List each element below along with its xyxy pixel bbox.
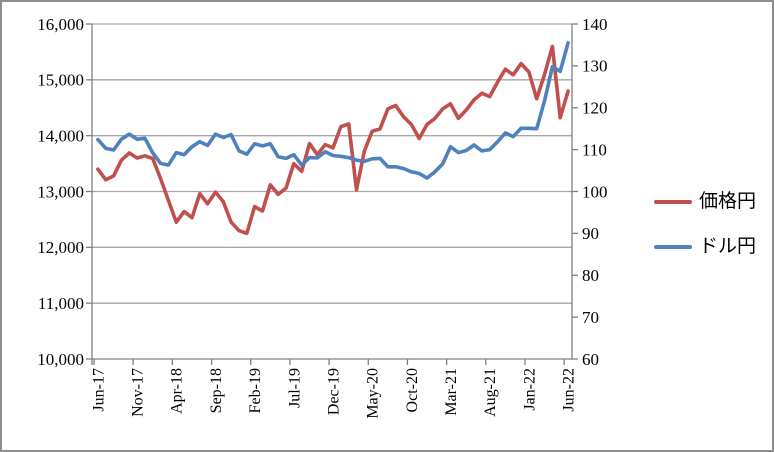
- legend-label-price: 価格円: [699, 191, 757, 212]
- left-axis-tick-label: 16,000: [37, 15, 84, 34]
- x-axis-tick-label: Jul-19: [286, 368, 303, 408]
- right-axis-tick-label: 90: [582, 224, 599, 243]
- x-axis-tick-label: Mar-21: [443, 368, 460, 416]
- right-axis-tick-label: 140: [582, 15, 608, 34]
- x-axis-tick-label: Feb-19: [247, 368, 264, 413]
- right-axis-tick-label: 120: [582, 99, 608, 118]
- right-axis-tick-label: 60: [582, 350, 599, 369]
- price-yen-line: [96, 44, 570, 236]
- right-axis-tick-label: 70: [582, 308, 599, 327]
- x-axis-tick-label: Oct-20: [404, 368, 421, 412]
- left-axis-tick-label: 14,000: [37, 126, 84, 145]
- usdjpy-line: [96, 40, 570, 180]
- left-axis-tick-label: 12,000: [37, 238, 84, 257]
- left-axis-labels: 16,000 15,000 14,000 13,000 12,000 11,000 10,0…: [37, 15, 84, 369]
- x-axis-tick-label: Nov-17: [130, 368, 147, 417]
- right-axis-tick-label: 130: [582, 57, 608, 76]
- x-axis-tick-label: Jun-22: [561, 368, 578, 412]
- left-axis-tick-label: 15,000: [37, 71, 84, 90]
- left-axis-tick-label: 13,000: [37, 182, 84, 201]
- x-axis-tick-label: Apr-18: [169, 368, 186, 414]
- x-axis-labels: Jun-17 Nov-17 Apr-18 Sep-18 Feb-19 Jul-19 Dec-…: [90, 368, 577, 419]
- gridlines: [92, 23, 572, 304]
- right-axis-tick-label: 80: [582, 266, 599, 285]
- x-axis-tick-label: Dec-19: [325, 368, 342, 415]
- left-axis-tick-label: 10,000: [37, 350, 84, 369]
- x-axis-tick-label: May-20: [365, 368, 382, 419]
- x-axis-tick-label: Sep-18: [208, 368, 225, 413]
- right-axis-tick-label: 100: [582, 182, 608, 201]
- x-axis-tick-label: Aug-21: [482, 368, 499, 417]
- usdjpy-line-swatch: [654, 244, 692, 249]
- left-axis-tick-label: 11,000: [38, 294, 84, 313]
- price-line-swatch: [654, 199, 692, 204]
- x-axis-tick-label: Jun-17: [90, 368, 107, 412]
- legend-label-usdjpy: ドル円: [699, 236, 757, 257]
- legend-item-usdjpy: ドル円: [654, 237, 756, 256]
- right-axis-tick-label: 110: [582, 140, 607, 159]
- axes: [86, 23, 578, 365]
- right-axis-labels: 140 130 120 110 100 90 80 70 60: [582, 15, 608, 369]
- legend-item-price: 価格円: [654, 192, 756, 211]
- legend: 価格円 ドル円: [654, 192, 756, 256]
- x-axis-tick-label: Jan-22: [521, 368, 538, 411]
